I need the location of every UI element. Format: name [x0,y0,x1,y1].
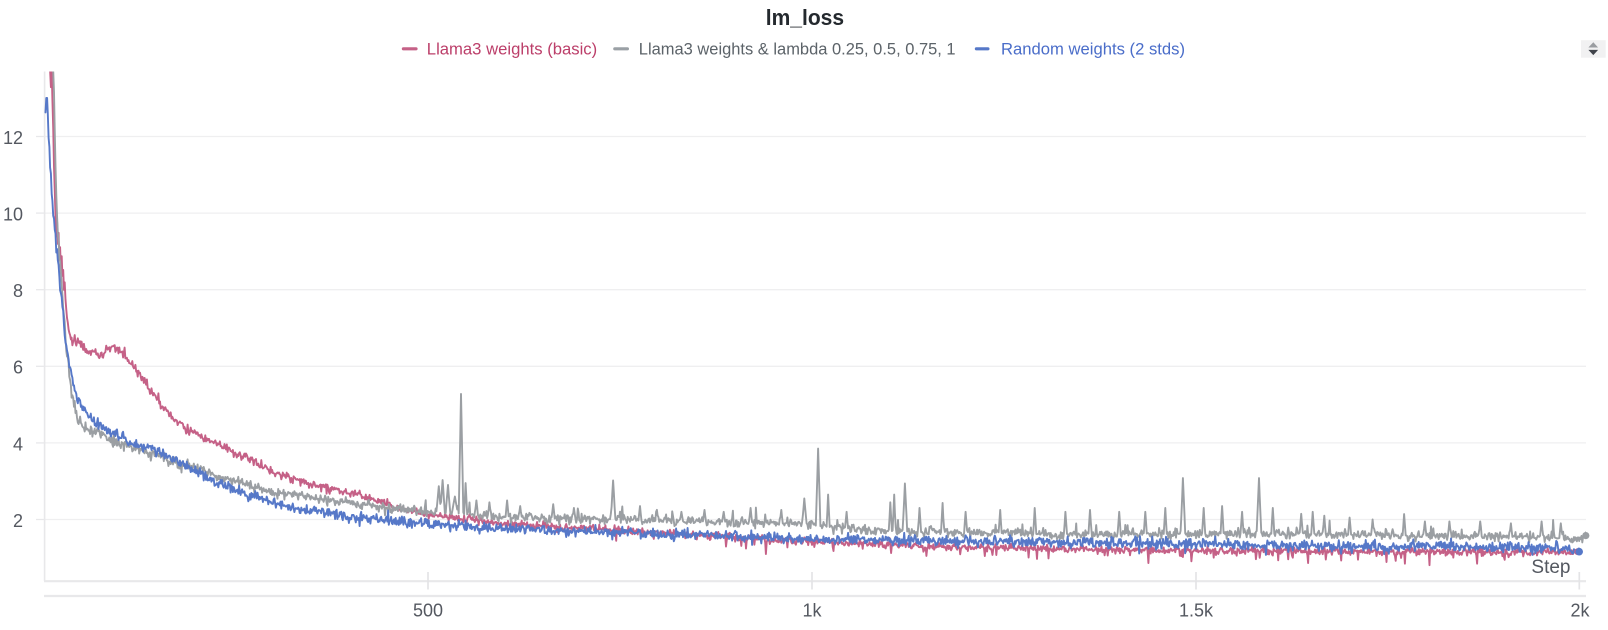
svg-text:Llama3 weights & lambda 0.25,: Llama3 weights & lambda 0.25, 0.5, 0.75,… [639,41,956,59]
svg-text:2: 2 [13,511,23,531]
svg-text:2k: 2k [1570,601,1590,621]
svg-text:4: 4 [13,434,23,454]
svg-text:Step: Step [1531,557,1570,578]
svg-text:6: 6 [13,358,23,378]
svg-text:Random weights (2 stds): Random weights (2 stds) [1001,41,1185,59]
svg-text:1.5k: 1.5k [1179,601,1214,621]
svg-text:12: 12 [3,128,23,148]
svg-text:Llama3 weights (basic): Llama3 weights (basic) [427,41,597,59]
svg-text:500: 500 [413,601,443,621]
svg-text:lm_loss: lm_loss [766,5,844,30]
svg-text:8: 8 [13,281,23,301]
svg-text:1k: 1k [802,601,822,621]
svg-text:10: 10 [3,205,23,225]
